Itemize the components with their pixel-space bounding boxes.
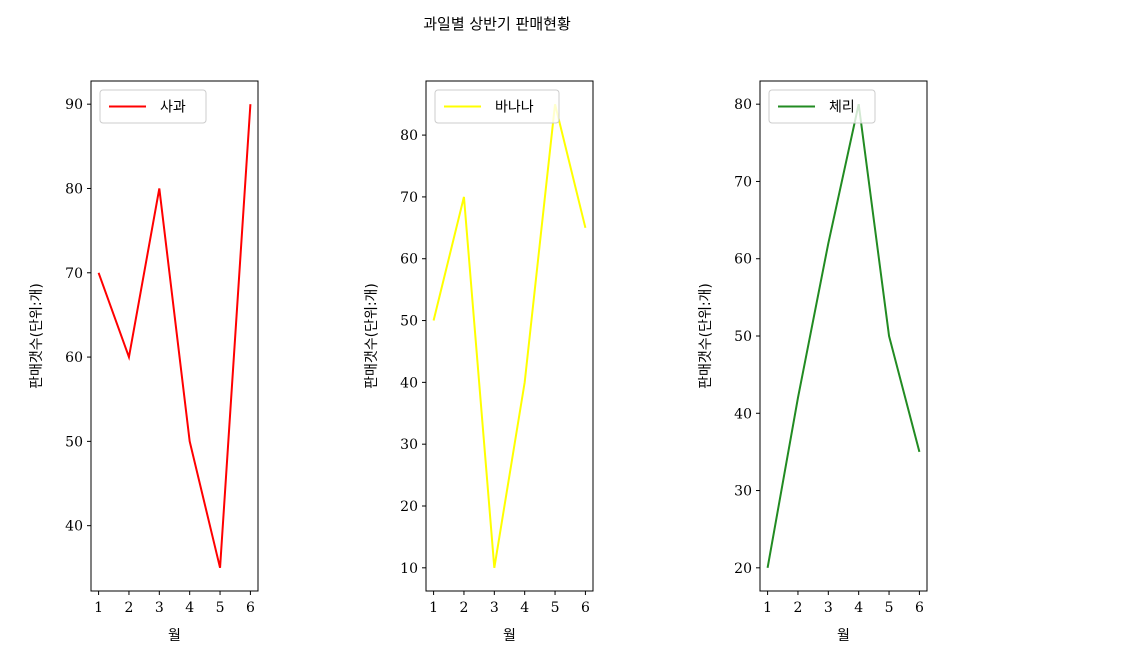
axes-frame <box>760 81 927 591</box>
y-tick-label: 30 <box>400 437 418 453</box>
axes-frame <box>91 81 258 591</box>
legend: 바나나 <box>435 90 559 123</box>
x-tick-label: 6 <box>246 600 255 616</box>
y-tick-label: 20 <box>400 499 418 515</box>
y-tick-label: 40 <box>65 519 83 535</box>
y-tick-label: 30 <box>734 484 752 500</box>
y-tick-label: 50 <box>400 314 418 330</box>
y-tick-label: 70 <box>65 266 83 282</box>
y-tick-label: 40 <box>400 375 418 391</box>
y-tick-label: 70 <box>400 190 418 206</box>
y-tick-label: 10 <box>400 561 418 577</box>
subplot-3: 1 2 3 4 5 6 20 30 40 50 60 70 80 월 판매갯수(단위:개) 체리 <box>698 81 927 644</box>
x-axis-label: 월 <box>168 628 181 644</box>
x-tick-label: 3 <box>490 600 499 616</box>
x-tick-label: 2 <box>124 600 133 616</box>
y-tick-label: 50 <box>734 329 752 345</box>
x-tick-label: 1 <box>763 600 772 616</box>
x-tick-label: 5 <box>551 600 560 616</box>
y-tick-label: 90 <box>65 97 83 113</box>
y-tick-label: 80 <box>734 97 752 113</box>
x-tick-label: 4 <box>185 600 194 616</box>
y-tick-label: 70 <box>734 174 752 190</box>
x-tick-label: 2 <box>459 600 468 616</box>
y-tick-label: 40 <box>734 406 752 422</box>
x-axis-label: 월 <box>837 628 850 644</box>
series-line <box>434 104 586 568</box>
y-tick-label: 80 <box>65 181 83 197</box>
x-tick-label: 4 <box>520 600 529 616</box>
y-tick-label: 80 <box>400 128 418 144</box>
x-tick-label: 6 <box>581 600 590 616</box>
y-tick-label: 60 <box>65 350 83 366</box>
x-axis-label: 월 <box>503 628 516 644</box>
x-tick-label: 2 <box>793 600 802 616</box>
y-tick-label: 50 <box>65 434 83 450</box>
legend-label: 사과 <box>160 100 186 116</box>
x-tick-label: 1 <box>429 600 438 616</box>
subplot-2: 1 2 3 4 5 6 10 20 30 40 50 60 70 80 월 판매갯수(단위:개) 바나나 <box>364 81 593 644</box>
x-tick-label: 3 <box>155 600 164 616</box>
subplot-1: 1 2 3 4 5 6 40 50 60 70 80 90 월 판매갯수(단위:개) 사과 <box>29 81 258 644</box>
x-tick-label: 5 <box>885 600 894 616</box>
y-axis-label: 판매갯수(단위:개) <box>29 283 45 389</box>
legend: 사과 <box>100 90 206 123</box>
y-tick-label: 20 <box>734 561 752 577</box>
series-line <box>99 104 251 568</box>
x-tick-label: 3 <box>824 600 833 616</box>
y-axis-label: 판매갯수(단위:개) <box>698 283 714 389</box>
y-tick-label: 60 <box>734 252 752 268</box>
legend-label: 체리 <box>829 100 855 116</box>
y-axis-label: 판매갯수(단위:개) <box>364 283 380 389</box>
x-tick-label: 4 <box>854 600 863 616</box>
figure-title: 과일별 상반기 판매현황 <box>423 15 571 33</box>
legend: 체리 <box>769 90 875 123</box>
series-line <box>768 104 920 568</box>
y-tick-label: 60 <box>400 252 418 268</box>
x-tick-label: 5 <box>216 600 225 616</box>
legend-label: 바나나 <box>495 100 534 116</box>
x-tick-label: 1 <box>94 600 103 616</box>
x-tick-label: 6 <box>915 600 924 616</box>
